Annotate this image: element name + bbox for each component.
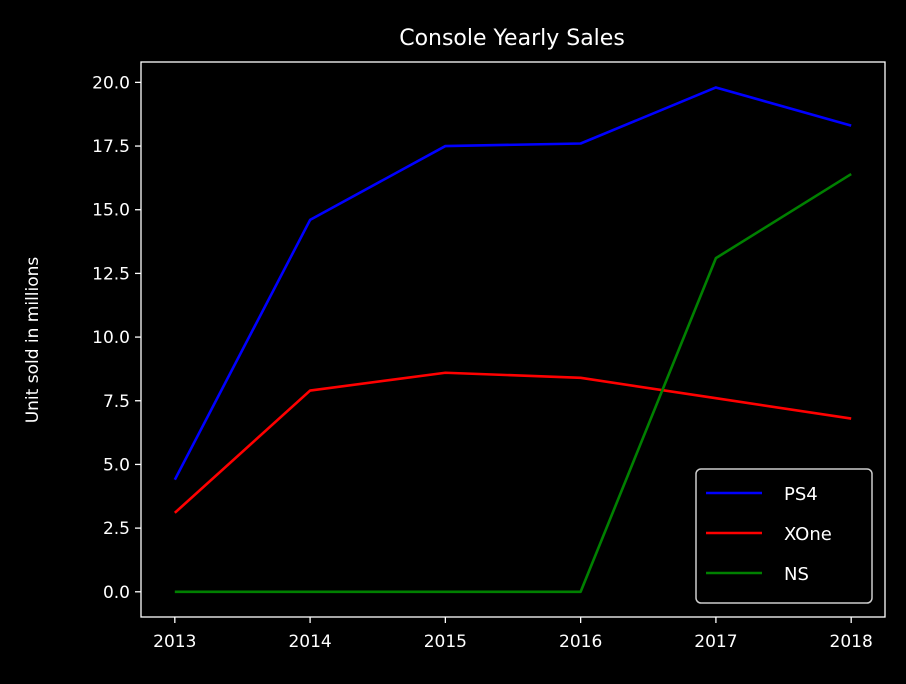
y-tick-label: 12.5	[92, 264, 130, 284]
plot-frame	[140, 61, 886, 618]
y-tick-label: 10.0	[92, 328, 130, 348]
y-tick-label: 7.5	[103, 392, 130, 412]
y-tick-label: 17.5	[92, 137, 130, 157]
legend-label-xone: XOne	[784, 524, 832, 545]
series-line-ns	[174, 172, 852, 594]
y-tick-label: 20.0	[92, 73, 130, 93]
y-tick-label: 0.0	[103, 583, 130, 603]
y-tick-label: 15.0	[92, 201, 130, 221]
x-tick-label: 2016	[559, 632, 602, 652]
series-line-ps4	[173, 86, 852, 481]
x-tick-label: 2017	[694, 632, 737, 652]
legend-label-ns: NS	[784, 564, 809, 585]
plot-area: 2013 2014 2015 2016 2017 2018 0.0 2.5 5.0 7.5 10.0…	[92, 61, 886, 652]
x-tick-label: 2014	[288, 632, 331, 652]
series-line-xone	[173, 371, 852, 514]
chart-title: Console Yearly Sales	[399, 26, 625, 51]
x-tick-label: 2015	[424, 632, 467, 652]
legend-box	[695, 468, 873, 604]
x-tick-label: 2018	[830, 632, 873, 652]
x-tick-label: 2013	[153, 632, 196, 652]
y-axis-label: Unit sold in millions	[23, 257, 43, 424]
y-tick-label: 5.0	[103, 455, 130, 475]
legend-label-ps4: PS4	[784, 484, 818, 505]
y-tick-label: 2.5	[103, 519, 130, 539]
